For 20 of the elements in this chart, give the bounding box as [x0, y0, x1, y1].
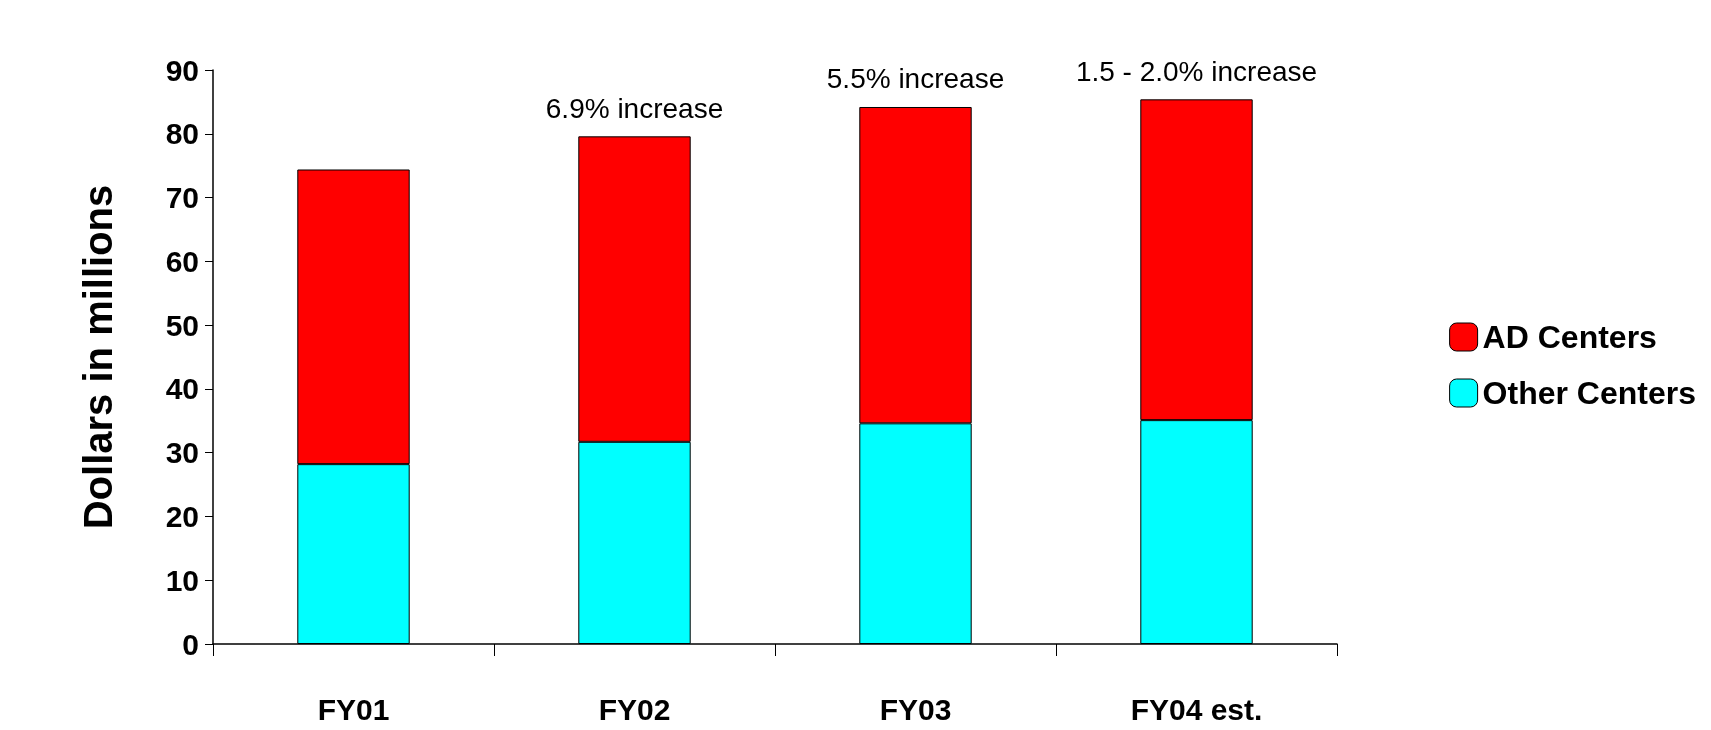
y-tick-label: 70 [165, 181, 199, 215]
x-tick-label: FY03 [879, 692, 952, 726]
y-tick-label: 10 [165, 563, 199, 597]
y-tick-label: 90 [165, 53, 199, 87]
y-tick-label: 50 [165, 308, 199, 342]
annotation: 6.9% increase [545, 92, 724, 124]
legend-label: Other Centers [1482, 375, 1696, 411]
x-tick-label: FY04 est. [1130, 692, 1263, 726]
annotation: 1.5 - 2.0% increase [1075, 55, 1318, 87]
y-tick-label: 60 [165, 244, 199, 278]
y-tick-label: 20 [165, 499, 199, 533]
annotation: 5.5% increase [826, 63, 1005, 95]
y-tick-label: 40 [165, 372, 199, 406]
x-tick-label: FY02 [598, 692, 671, 726]
y-axis-title: Dollars in millions [76, 184, 120, 530]
y-tick-label: 0 [182, 627, 199, 661]
legend-label: AD Centers [1482, 319, 1657, 355]
x-tick-label: FY01 [317, 692, 390, 726]
y-tick-label: 30 [165, 436, 199, 470]
y-tick-label: 80 [165, 117, 199, 151]
